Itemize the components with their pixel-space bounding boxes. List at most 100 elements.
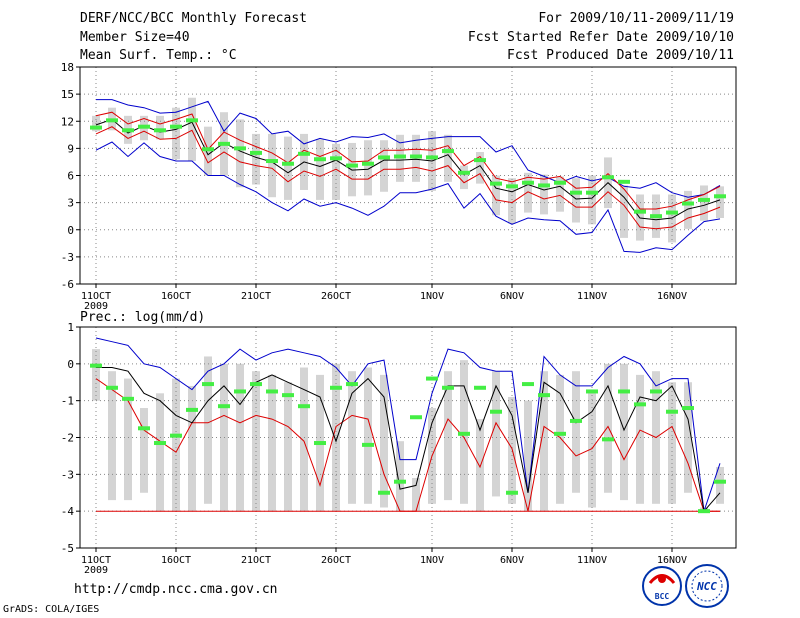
ensemble-marker xyxy=(250,382,262,387)
ensemble-marker xyxy=(250,150,262,155)
x-tick-label: 26OCT xyxy=(321,291,351,302)
x-tick-label: 16OCT xyxy=(161,555,191,566)
range-box xyxy=(396,441,404,512)
y-tick-label: -3 xyxy=(61,468,74,481)
ensemble-marker xyxy=(570,190,582,195)
range-box xyxy=(188,97,196,162)
range-box xyxy=(684,190,692,229)
range-box xyxy=(284,136,292,200)
ensemble-marker xyxy=(138,426,150,431)
ensemble-marker xyxy=(522,180,534,185)
ncc-logo-text: NCC xyxy=(696,580,717,593)
mean-line xyxy=(95,118,721,221)
ensemble-marker xyxy=(474,385,486,390)
ensemble-marker xyxy=(266,159,278,164)
ensemble-marker xyxy=(442,385,454,390)
ensemble-marker xyxy=(138,124,150,129)
y-tick-label: 18 xyxy=(61,61,74,74)
logos: BCC NCC xyxy=(642,564,729,608)
ensemble-marker xyxy=(378,155,390,160)
ensemble-marker xyxy=(458,431,470,436)
range-box xyxy=(140,408,148,493)
ensemble-marker xyxy=(506,184,518,189)
range-box xyxy=(268,133,276,198)
ensemble-marker xyxy=(330,385,342,390)
ensemble-marker xyxy=(682,201,694,206)
ensemble-marker xyxy=(570,418,582,423)
ensemble-marker xyxy=(714,479,726,484)
range-box xyxy=(492,175,500,216)
ensemble-marker xyxy=(506,490,518,495)
range-box xyxy=(460,165,468,190)
y-tick-label: -6 xyxy=(61,278,74,291)
y-tick-label: 12 xyxy=(61,115,74,128)
ensemble-marker xyxy=(666,409,678,414)
ensemble-marker xyxy=(410,154,422,159)
ensemble-marker xyxy=(490,409,502,414)
lower-spread-line xyxy=(95,378,720,512)
member-size: Member Size=40 xyxy=(80,30,190,45)
range-box xyxy=(156,115,164,140)
ensemble-marker xyxy=(602,437,614,442)
ensemble-marker xyxy=(234,146,246,151)
range-box xyxy=(716,466,724,504)
ensemble-marker xyxy=(618,179,630,184)
mean-line xyxy=(96,367,721,513)
ensemble-marker xyxy=(602,175,614,180)
ensemble-marker xyxy=(202,147,214,152)
y-tick-label: 0 xyxy=(67,224,74,237)
x-tick-label: 16NOV xyxy=(657,291,687,302)
y-tick-label: 6 xyxy=(67,170,74,183)
range-box xyxy=(556,374,564,504)
ensemble-marker xyxy=(618,389,630,394)
upper-spread-line xyxy=(95,111,721,210)
ensemble-marker xyxy=(202,382,214,387)
x-tick-label: 21OCT xyxy=(241,555,271,566)
range-box xyxy=(524,172,532,213)
range-box xyxy=(300,367,308,512)
range-box xyxy=(444,371,452,501)
range-box xyxy=(380,374,388,508)
ensemble-marker xyxy=(714,194,726,199)
ensemble-marker xyxy=(314,157,326,162)
y-tick-label: 0 xyxy=(67,358,74,371)
ensemble-marker xyxy=(426,155,438,160)
ensemble-marker xyxy=(554,180,566,185)
y-tick-label: 1 xyxy=(67,321,74,334)
ncc-logo: NCC xyxy=(685,564,729,608)
max-line xyxy=(95,337,721,512)
x-tick-label: 26OCT xyxy=(321,555,351,566)
source-url[interactable]: http://cmdp.ncc.cma.gov.cn xyxy=(74,582,278,597)
x-tick-label: 11NOV xyxy=(577,291,607,302)
ensemble-marker xyxy=(106,118,118,123)
range-box xyxy=(540,371,548,512)
ensemble-marker xyxy=(282,393,294,398)
x-tick-label: 11OCT xyxy=(81,555,111,566)
range-box xyxy=(588,393,596,508)
y-tick-label: -1 xyxy=(61,395,74,408)
range-box xyxy=(188,385,196,512)
range-box xyxy=(284,382,292,512)
range-box xyxy=(204,356,212,504)
range-box xyxy=(508,178,516,224)
ensemble-marker xyxy=(426,376,438,381)
ensemble-marker xyxy=(346,382,358,387)
ensemble-marker xyxy=(410,415,422,420)
range-box xyxy=(476,151,484,184)
range-box xyxy=(236,119,244,188)
range-box xyxy=(92,349,100,401)
ensemble-marker xyxy=(282,161,294,166)
range-box xyxy=(364,140,372,196)
ensemble-marker xyxy=(170,433,182,438)
range-box xyxy=(108,371,116,501)
precip-label: Prec.: log(mm/d) xyxy=(80,310,206,325)
ensemble-marker xyxy=(218,141,230,146)
ensemble-marker xyxy=(666,210,678,215)
ensemble-marker xyxy=(186,407,198,412)
ensemble-marker xyxy=(362,442,374,447)
forecast-period: For 2009/10/11-2009/11/19 xyxy=(538,11,734,26)
ensemble-marker xyxy=(458,170,470,175)
year-label: 2009 xyxy=(84,301,108,312)
x-tick-label: 21OCT xyxy=(241,291,271,302)
x-tick-label: 6NOV xyxy=(500,555,524,566)
